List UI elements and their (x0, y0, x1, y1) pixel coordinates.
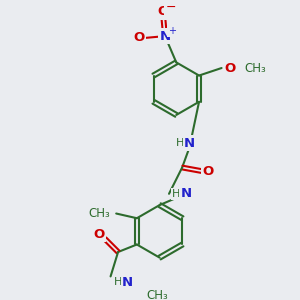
Text: −: − (165, 1, 176, 13)
Text: H: H (176, 138, 184, 148)
Text: N: N (184, 136, 195, 150)
Text: O: O (203, 165, 214, 178)
Text: H: H (114, 277, 122, 287)
Text: N: N (180, 187, 191, 200)
Text: +: + (168, 26, 176, 36)
Text: O: O (158, 5, 169, 18)
Text: N: N (122, 275, 133, 289)
Text: O: O (133, 32, 144, 44)
Text: H: H (172, 189, 181, 199)
Text: CH₃: CH₃ (244, 61, 266, 74)
Text: CH₃: CH₃ (146, 289, 168, 300)
Text: O: O (94, 228, 105, 241)
Text: CH₃: CH₃ (89, 207, 111, 220)
Text: N: N (160, 30, 171, 43)
Text: O: O (224, 61, 236, 74)
